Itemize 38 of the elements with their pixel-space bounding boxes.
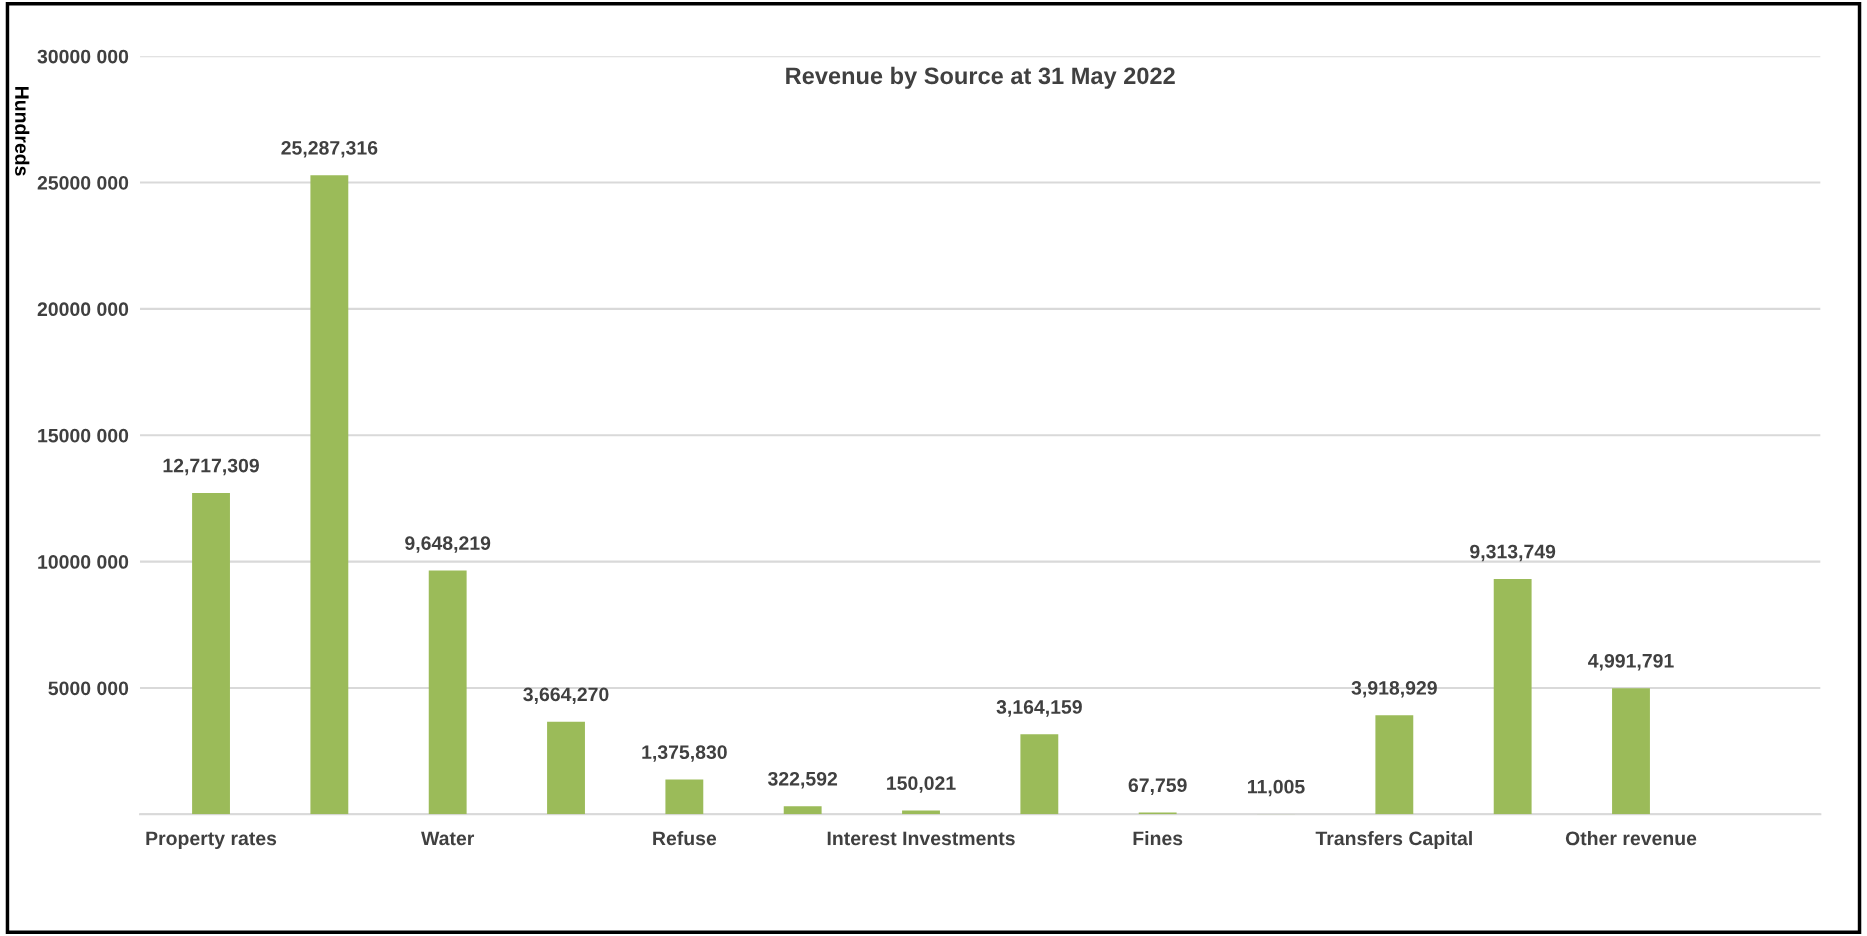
bar [1612, 688, 1650, 815]
data-label: 25,287,316 [281, 140, 378, 158]
bar [1375, 715, 1414, 815]
bar [665, 779, 704, 815]
data-label: 12,717,309 [163, 458, 259, 476]
data-label: 9,313,749 [1470, 544, 1556, 562]
chart-title: Revenue by Source at 31 May 2022 [786, 66, 1175, 89]
data-label: 150,021 [887, 776, 956, 793]
y-axis-title: Hundreds [15, 86, 30, 176]
x-tick-label: Property rates [146, 831, 277, 850]
bar [783, 806, 822, 815]
data-label: 3,164,159 [996, 700, 1082, 717]
x-tick-label: Transfers Capital [1315, 830, 1472, 850]
data-label: 1,375,830 [642, 745, 727, 762]
y-tick-label: 25000 000 [37, 175, 129, 190]
y-tick-label: 10000 000 [38, 555, 129, 569]
x-tick-label: Water [421, 831, 475, 846]
data-label: 67,759 [1128, 778, 1187, 795]
bar [192, 492, 230, 815]
data-label: 3,918,929 [1351, 681, 1437, 698]
x-tick-label: Fines [1133, 830, 1183, 846]
x-tick-label: Interest Investments [827, 831, 1015, 846]
bar [547, 721, 585, 815]
y-tick-label: 15000 000 [38, 428, 129, 443]
data-label: 11,005 [1248, 779, 1305, 797]
y-tick-label: 20000 000 [37, 302, 129, 317]
y-tick-label: 30000 000 [37, 49, 129, 64]
data-label: 4,991,791 [1588, 653, 1674, 671]
x-tick-label: Other revenue [1565, 830, 1697, 846]
bar [1493, 578, 1532, 815]
bar [428, 570, 467, 815]
x-tick-label: Refuse [653, 830, 717, 846]
data-label: 322,592 [767, 771, 838, 789]
data-label: 9,648,219 [405, 536, 491, 553]
bar [1020, 734, 1059, 815]
y-tick-label: 5000 000 [48, 681, 129, 696]
bar [310, 175, 349, 815]
data-label: 3,664,270 [523, 687, 609, 705]
